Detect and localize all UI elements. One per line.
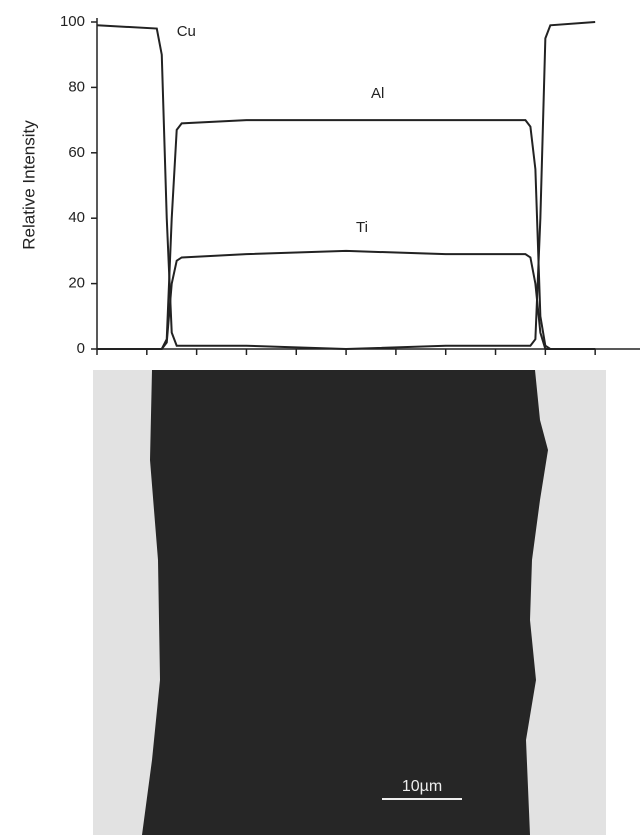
series-line [97,119,596,350]
y-tick-label: 0 [77,340,85,357]
micrograph: 10µm [93,370,606,835]
y-tick-label: 80 [68,78,85,95]
y-tick-label: 40 [68,209,85,226]
series-label: Cu [177,23,196,40]
y-axis-label: Relative Intensity [19,120,38,250]
series-label: Ti [356,219,368,236]
y-tick-label: 20 [68,275,85,292]
y-tick-label: 60 [68,144,85,161]
y-tick-label: 100 [60,13,85,30]
series-line [96,21,596,351]
scale-bar-label: 10µm [402,778,442,795]
series-label: Al [371,85,384,102]
tial-layer [142,370,548,835]
series-line [97,249,596,350]
